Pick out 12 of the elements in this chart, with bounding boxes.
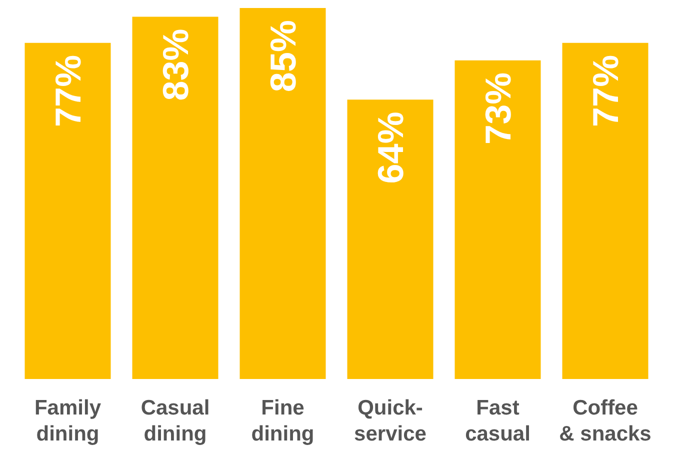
data-label: 64% bbox=[370, 112, 411, 184]
data-label: 77% bbox=[584, 54, 626, 127]
data-label: 77% bbox=[47, 54, 88, 127]
x-tick-label: Fine dining bbox=[251, 396, 314, 446]
x-tick-label: Fast casual bbox=[465, 396, 530, 446]
data-label: 83% bbox=[154, 28, 196, 101]
x-tick-label: Coffee & snacks bbox=[559, 396, 652, 446]
x-tick-label: Family dining bbox=[34, 396, 102, 446]
data-label: 73% bbox=[477, 72, 518, 144]
data-label: 85% bbox=[262, 20, 304, 92]
x-tick-label: Casual dining bbox=[140, 396, 210, 446]
x-tick-label: Quick-service bbox=[354, 396, 426, 446]
